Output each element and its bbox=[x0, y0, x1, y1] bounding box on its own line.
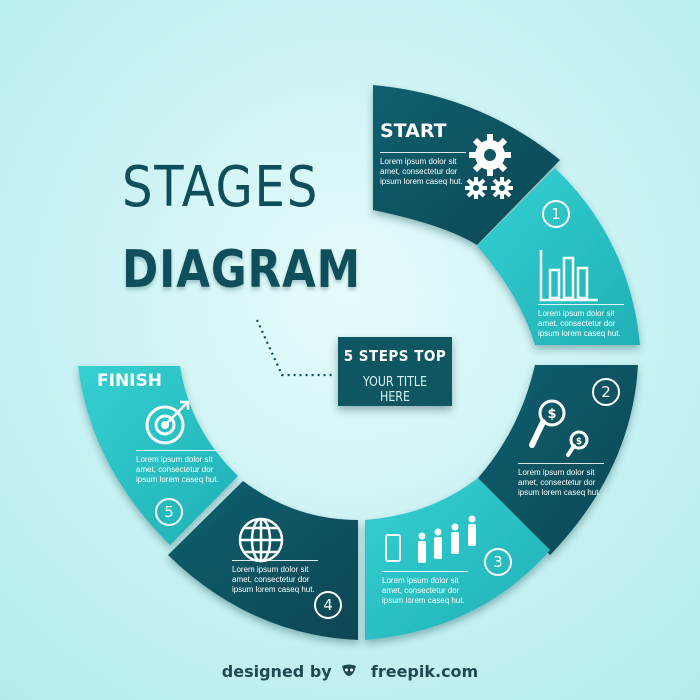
center-line1: 5 STEPS TOP bbox=[343, 347, 447, 365]
svg-text:$: $ bbox=[576, 437, 582, 447]
step-number-1: 1 bbox=[542, 200, 570, 228]
segment-3-text: Lorem ipsum dolor sit amet, consectetur … bbox=[382, 571, 474, 606]
title-diagram: DIAGRAM bbox=[122, 240, 361, 300]
people-mobile-icon bbox=[385, 515, 476, 563]
gears-icon bbox=[465, 134, 513, 199]
title-stages: STAGES bbox=[122, 155, 319, 220]
target-icon bbox=[145, 400, 190, 445]
freepik-logo-icon bbox=[340, 664, 358, 684]
step-number-2: 2 bbox=[592, 378, 620, 406]
segment-3 bbox=[365, 478, 550, 640]
segment-start bbox=[373, 85, 560, 245]
segment-finish bbox=[78, 366, 238, 545]
segment-finish-text: Lorem ipsum dolor sit amet, consectetur … bbox=[136, 450, 228, 485]
center-line2: YOUR TITLE HERE bbox=[362, 375, 428, 405]
segment-4-text: Lorem ipsum dolor sit amet, consectetur … bbox=[232, 560, 324, 595]
footer-credit: designed by freepik.com bbox=[0, 662, 700, 684]
segment-1-text: Lorem ipsum dolor sit amet, consectetur … bbox=[538, 304, 630, 339]
segment-2 bbox=[478, 365, 638, 555]
money-search-icon: $ $ bbox=[529, 399, 589, 457]
segment-start-text: Lorem ipsum dolor sit amet, consectetur … bbox=[380, 152, 472, 187]
dotted-connector bbox=[255, 319, 333, 377]
bar-chart-icon bbox=[539, 250, 598, 302]
start-label: START bbox=[380, 120, 447, 142]
globe-icon bbox=[238, 517, 284, 563]
finish-label: FINISH bbox=[97, 371, 162, 391]
step-number-3: 3 bbox=[484, 548, 512, 576]
svg-text:$: $ bbox=[547, 407, 556, 422]
step-number-5: 5 bbox=[155, 498, 183, 526]
footer-prefix: designed by bbox=[221, 662, 332, 681]
center-title-box: 5 STEPS TOP YOUR TITLE HERE bbox=[338, 337, 452, 406]
footer-brand[interactable]: freepik.com bbox=[370, 662, 479, 681]
step-number-4: 4 bbox=[314, 591, 342, 619]
segment-1 bbox=[477, 168, 640, 345]
segment-2-text: Lorem ipsum dolor sit amet, consectetur … bbox=[518, 463, 610, 498]
